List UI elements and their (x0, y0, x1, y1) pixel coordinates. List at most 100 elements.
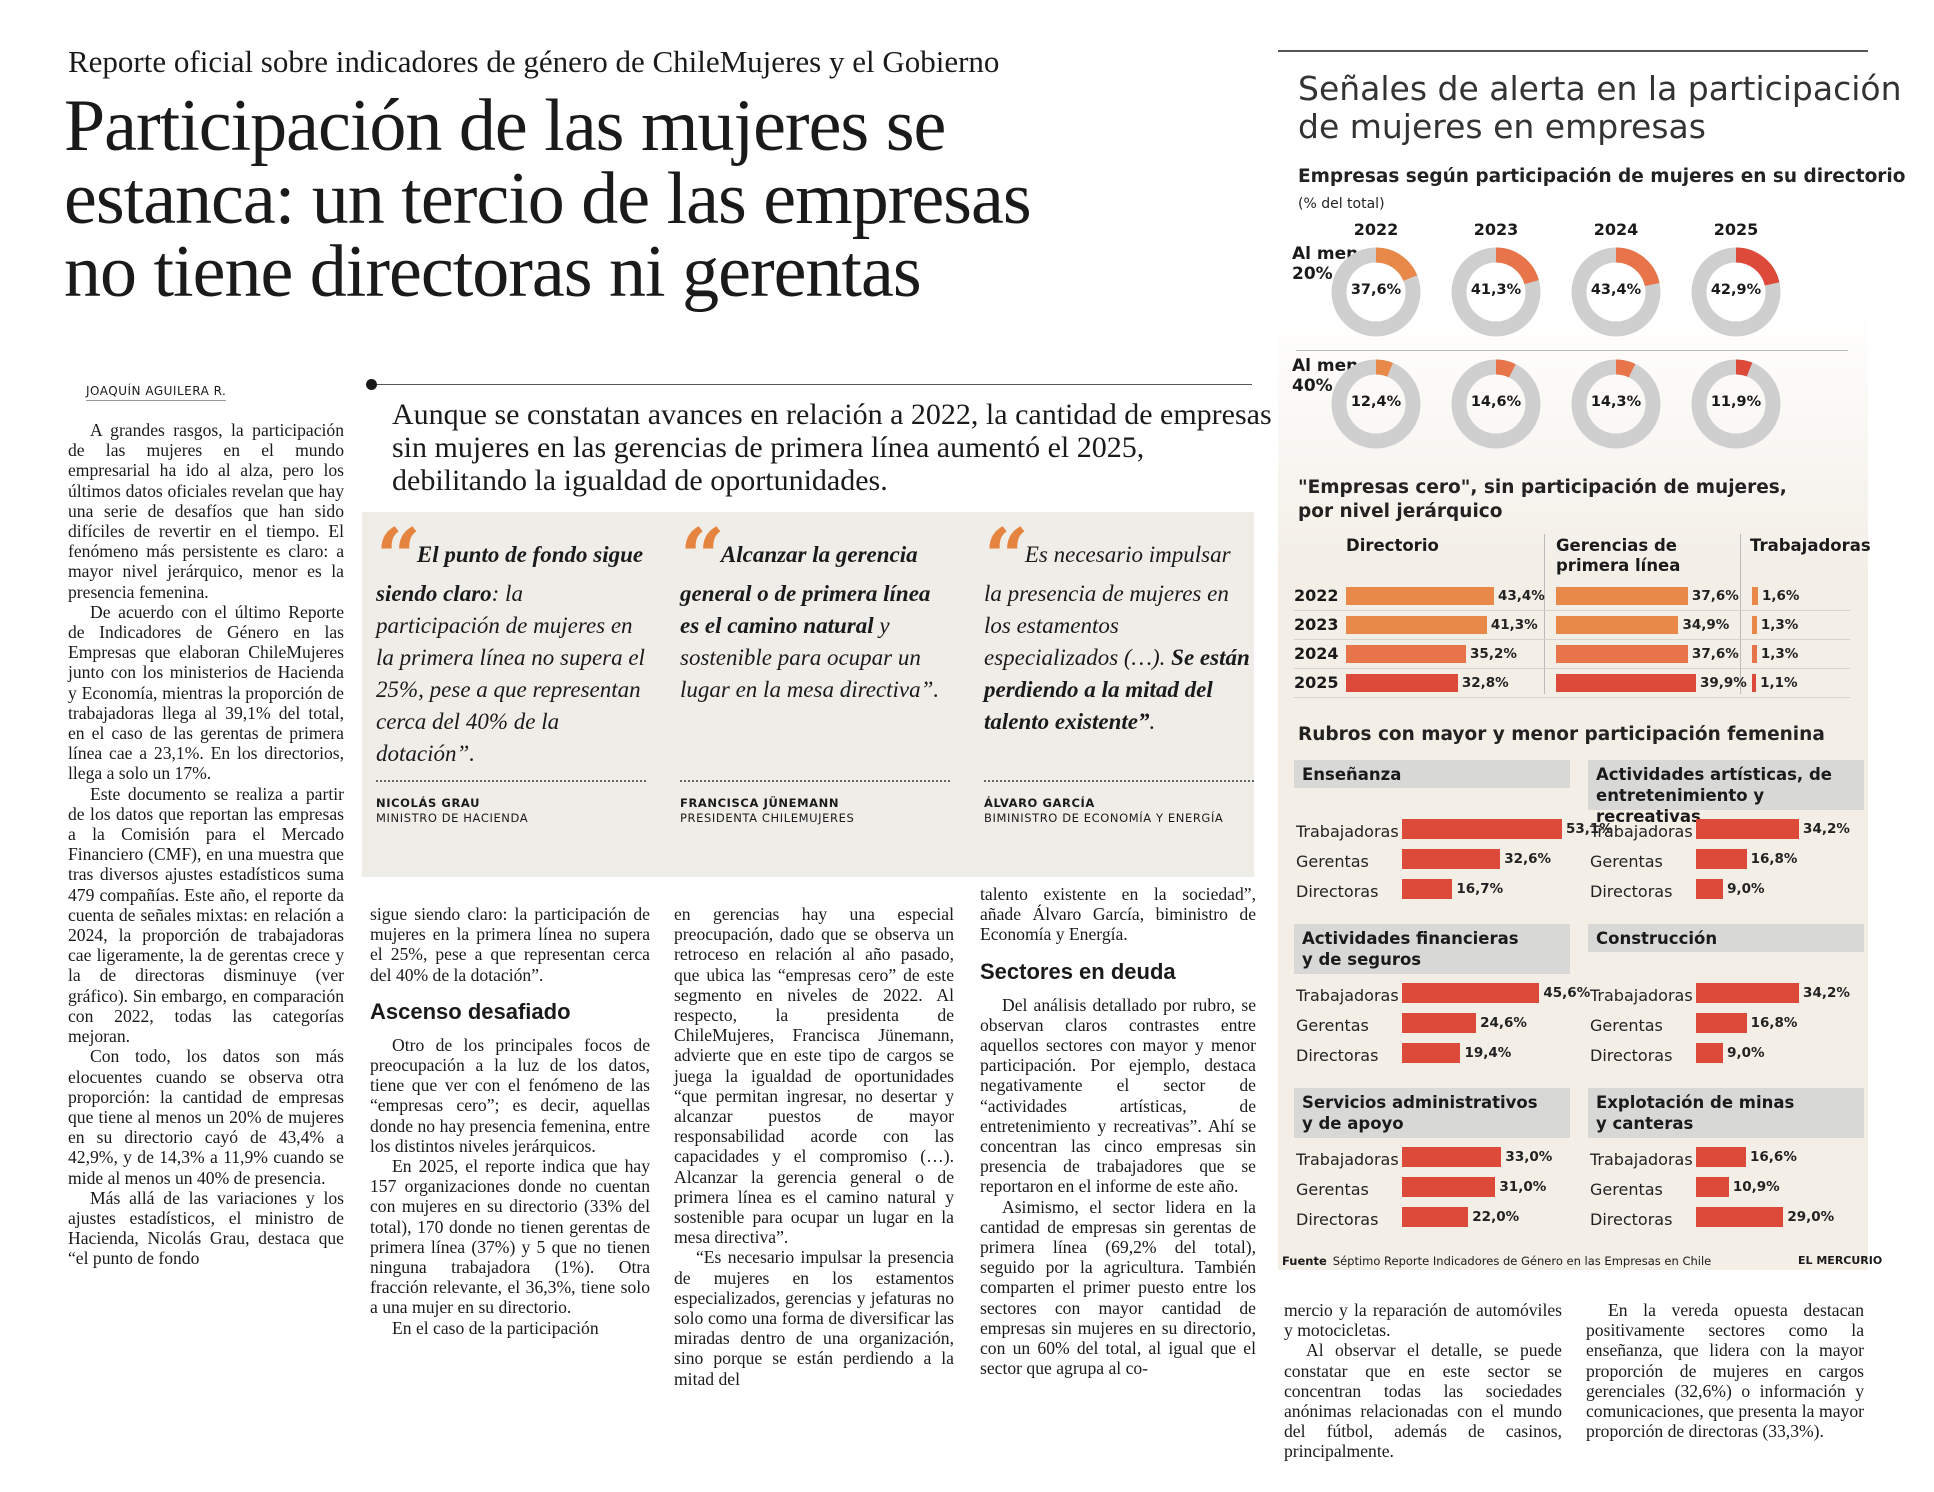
infographic-title-line: de mujeres en empresas (1298, 107, 1706, 146)
sector-header: Actividades artísticas, de entretenimient… (1588, 760, 1864, 826)
bar-value-label: 1,3% (1760, 617, 1799, 633)
donut-segment (1331, 247, 1421, 337)
source-label: Fuente (1282, 1254, 1327, 1268)
bar (1696, 1013, 1747, 1033)
sector-header-line: Actividades artísticas, de (1596, 765, 1832, 784)
bar-value-label: 9,0% (1727, 1045, 1765, 1061)
subheading: Sectores en deuda (980, 958, 1176, 984)
quote-text: Es necesario impulsar la presencia de mu… (984, 542, 1231, 670)
bar-value-label: 37,6% (1691, 646, 1739, 662)
bar-value-label: 37,6% (1691, 588, 1739, 604)
bar (1346, 616, 1487, 634)
bar-value-label: 29,0% (1787, 1209, 1835, 1225)
paragraph: sigue siendo claro: la participación de … (370, 904, 650, 985)
infographic-title-line: Señales de alerta en la participación (1298, 69, 1902, 108)
donut-year-label: 2025 (1713, 220, 1759, 239)
paragraph: mercio y la reparación de automóviles y … (1284, 1300, 1562, 1341)
sector-row-label: Directoras (1296, 1210, 1379, 1229)
bar (1556, 616, 1679, 634)
donut-svg (1691, 359, 1781, 449)
sector-header-line: Construcción (1596, 929, 1718, 948)
donut-year-label: 2024 (1593, 220, 1639, 239)
paragraph: talento existente en la sociedad”, añade… (980, 884, 1256, 945)
bar-value-label: 32,8% (1461, 675, 1509, 691)
donut-chart: 41,3% (1450, 246, 1542, 338)
bar (1346, 674, 1458, 692)
bar (1402, 879, 1453, 899)
bar (1752, 674, 1757, 692)
bar (1752, 645, 1757, 663)
donut-value-label: 11,9% (1710, 394, 1762, 410)
donut-row-label-line: 20% (1292, 264, 1333, 284)
donut-segment (1691, 359, 1781, 449)
donut-chart: 14,3% (1570, 358, 1662, 450)
paragraph: En el caso de la participación (392, 1317, 599, 1338)
headline-line: Participación de las mujeres se (64, 85, 946, 167)
quote-attribution: ÁLVARO GARCÍA BIMINISTRO DE ECONOMÍA Y E… (984, 796, 1264, 826)
headline-line: no tiene directoras ni gerentas (64, 231, 922, 313)
paragraph: Del análisis detallado por rubro, se obs… (980, 994, 1256, 1197)
paragraph: A grandes rasgos, la participación de la… (68, 420, 344, 602)
bar-value-label: 1,3% (1760, 646, 1799, 662)
quote-role: PRESIDENTA CHILEMUJERES (680, 811, 855, 825)
sector-row-label: Trabajadoras (1590, 822, 1693, 841)
quote-rule (680, 780, 950, 782)
sector-header-line: Actividades financieras (1302, 929, 1519, 948)
bar (1696, 1207, 1784, 1227)
empresas-cero-col-gerencias: Gerencias de primera línea (1556, 536, 1680, 576)
donut-svg (1451, 359, 1541, 449)
paragraph: De acuerdo con el último Reporte de Indi… (68, 601, 344, 784)
sector-header-line: y de seguros (1302, 950, 1422, 969)
quote-attribution: NICOLÁS GRAU MINISTRO DE HACIENDA (376, 796, 656, 826)
empresas-cero-col-trabajadoras: Trabajadoras (1750, 536, 1871, 555)
bar-value-label: 41,3% (1490, 617, 1538, 633)
donut-svg (1571, 359, 1661, 449)
donut-year-label: 2022 (1353, 220, 1399, 239)
column-divider (1740, 534, 1741, 694)
sector-row-label: Directoras (1590, 882, 1673, 901)
donut-year-label: 2023 (1473, 220, 1519, 239)
donut-chart: 12,4% (1330, 358, 1422, 450)
bar (1696, 819, 1800, 839)
donut-value-label: 14,6% (1470, 394, 1522, 410)
sector-row-label: Trabajadoras (1590, 1150, 1693, 1169)
donut-segment (1331, 359, 1421, 449)
bar (1402, 1177, 1496, 1197)
bar-value-label: 16,8% (1750, 1015, 1798, 1031)
sector-header-line: Explotación de minas (1596, 1093, 1795, 1112)
sector-row-label: Gerentas (1296, 1180, 1369, 1199)
sector-row-label: Trabajadoras (1296, 1150, 1399, 1169)
bar-value-label: 34,2% (1803, 821, 1850, 837)
paragraph: Con todo, los datos son más elocuentes c… (68, 1046, 344, 1188)
bar (1346, 645, 1467, 663)
bar (1402, 819, 1562, 839)
bar (1696, 849, 1747, 869)
byline: JOAQUÍN AGUILERA R. (86, 384, 227, 401)
donut-value-label: 43,4% (1590, 282, 1642, 298)
empresas-cero-col-line: Gerencias de (1556, 536, 1677, 555)
sector-header-line: Enseñanza (1302, 765, 1402, 784)
bar (1402, 1207, 1469, 1227)
headline: Participación de las mujeres se estanca:… (64, 85, 1264, 313)
sector-header: Construcción (1588, 924, 1864, 952)
sector-row-label: Directoras (1296, 882, 1379, 901)
donut-chart: 42,9% (1690, 246, 1782, 338)
sector-row-label: Gerentas (1590, 1180, 1663, 1199)
paragraph: Otro de los principales focos de preocup… (370, 1034, 650, 1156)
deck-rule (372, 384, 1252, 385)
bar-value-label: 39,9% (1700, 675, 1747, 691)
donut-row-label-line: 40% (1292, 376, 1333, 396)
bar (1402, 983, 1540, 1003)
infographic-title: Señales de alerta en la participación de… (1298, 70, 1902, 146)
bar-value-label: 1,1% (1760, 675, 1798, 691)
quote-bold: Se están perdiendo a la mitad del talent… (984, 645, 1250, 734)
sector-header: Enseñanza (1294, 760, 1570, 788)
kicker: Reporte oficial sobre indicadores de gén… (68, 44, 1000, 79)
bar (1556, 587, 1688, 605)
credit: EL MERCURIO (1798, 1254, 1883, 1267)
donut-chart-unit: (% del total) (1298, 196, 1385, 212)
quote-name: ÁLVARO GARCÍA (984, 796, 1095, 810)
source-text: Séptimo Reporte Indicadores de Género en… (1332, 1254, 1712, 1268)
bar (1696, 1147, 1747, 1167)
quote-bold: Alcanzar la gerencia general o de primer… (680, 542, 931, 638)
